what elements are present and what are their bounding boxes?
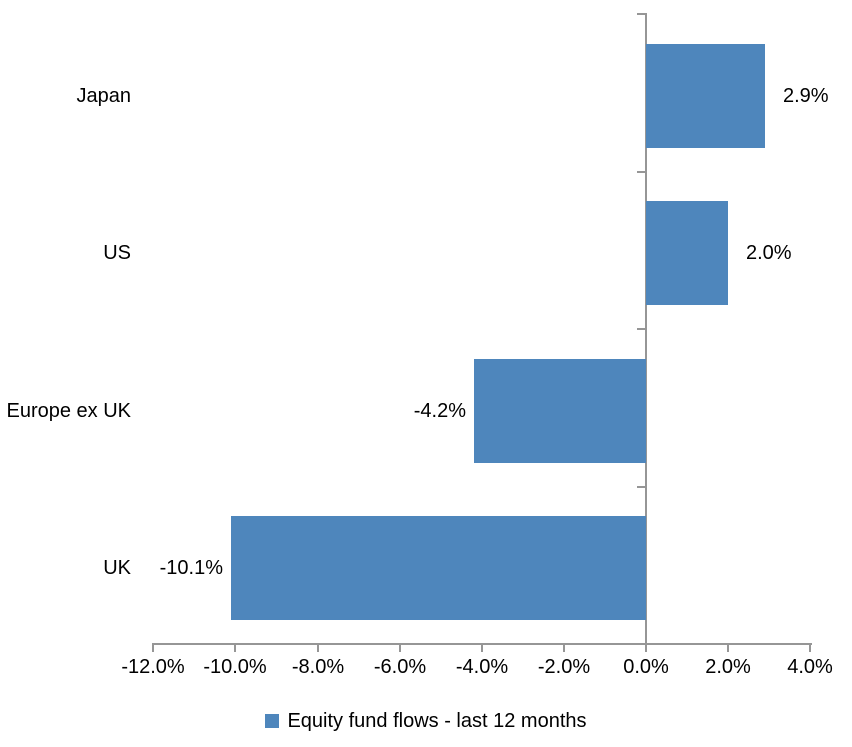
value-label: 2.0% — [746, 242, 792, 264]
category-label: UK — [103, 557, 131, 579]
category-label: US — [103, 242, 131, 264]
category-label: Japan — [76, 85, 132, 107]
bar — [231, 516, 646, 620]
legend-swatch — [265, 714, 280, 728]
x-axis-tick — [234, 643, 236, 652]
x-axis-tick — [152, 643, 154, 652]
x-axis-tick — [727, 643, 729, 652]
legend: Equity fund flows - last 12 months — [0, 705, 852, 737]
value-label: -10.1% — [159, 557, 223, 579]
x-tick-label: 4.0% — [787, 656, 833, 678]
x-tick-label: -8.0% — [291, 656, 345, 678]
x-tick-label: -10.0% — [203, 656, 267, 678]
x-axis-tick — [645, 643, 647, 652]
value-label: 2.9% — [783, 85, 829, 107]
x-axis-tick — [317, 643, 319, 652]
bar — [474, 359, 646, 463]
x-axis-tick — [809, 643, 811, 652]
x-tick-label: 2.0% — [705, 656, 751, 678]
x-tick-label: -12.0% — [121, 656, 185, 678]
x-axis-tick — [481, 643, 483, 652]
y-axis-tick — [637, 486, 645, 488]
y-axis-zero-line — [645, 13, 647, 651]
x-tick-label: 0.0% — [623, 656, 669, 678]
bar — [646, 44, 765, 148]
y-axis-tick — [637, 171, 645, 173]
x-tick-label: -2.0% — [537, 656, 591, 678]
category-label: Europe ex UK — [6, 400, 131, 422]
y-axis-tick — [637, 13, 645, 15]
x-axis-tick — [399, 643, 401, 652]
bar — [646, 201, 728, 305]
value-label: -4.2% — [413, 400, 466, 422]
x-tick-label: -6.0% — [373, 656, 427, 678]
legend-label: Equity fund flows - last 12 months — [287, 710, 587, 732]
x-tick-label: -4.0% — [455, 656, 509, 678]
y-axis-tick — [637, 328, 645, 330]
x-axis-tick — [563, 643, 565, 652]
